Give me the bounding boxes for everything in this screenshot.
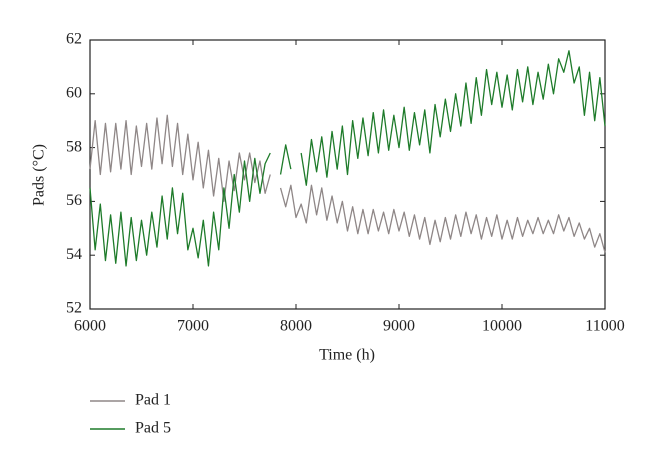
legend-label: Pad 5 — [135, 420, 171, 437]
y-axis-label: Pads (°C) — [31, 144, 48, 206]
data-line — [89, 50, 606, 267]
x-tick-label: 9000 — [383, 318, 415, 335]
x-tick-label: 10000 — [482, 318, 522, 335]
y-tick-label: 58 — [66, 138, 82, 155]
y-tick-label: 62 — [66, 31, 82, 48]
x-axis-label: Time (h) — [319, 347, 375, 364]
legend-label: Pad 1 — [135, 392, 171, 409]
y-tick-label: 52 — [66, 300, 82, 317]
y-tick-label: 60 — [66, 84, 82, 101]
x-tick-label: 8000 — [280, 318, 312, 335]
y-tick-label: 56 — [66, 192, 82, 209]
x-tick-label: 7000 — [177, 318, 209, 335]
plot-frame — [89, 39, 606, 310]
x-tick-label: 11000 — [585, 318, 624, 335]
y-tick-label: 54 — [66, 246, 82, 263]
x-tick-label: 6000 — [74, 318, 106, 335]
data-line — [89, 114, 606, 253]
